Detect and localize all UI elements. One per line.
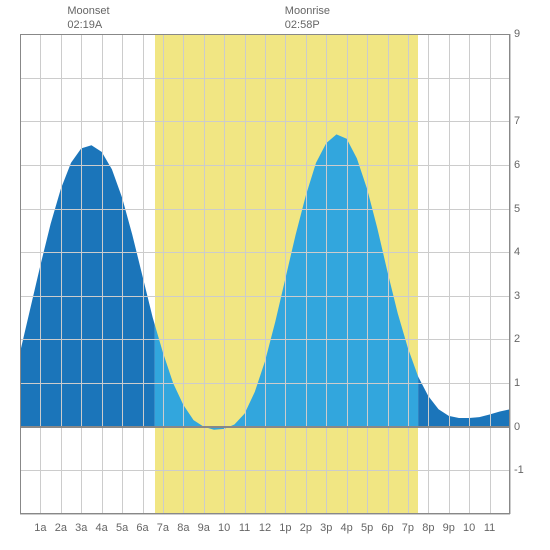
grid-line-v <box>61 34 62 514</box>
grid-line-v <box>367 34 368 514</box>
x-tick-label: 11 <box>239 522 250 534</box>
y-tick-label: 4 <box>514 246 538 258</box>
grid-line-v <box>449 34 450 514</box>
grid-line-v <box>245 34 246 514</box>
x-tick-label: 2p <box>300 522 312 534</box>
grid-line-v <box>490 34 491 514</box>
grid-line-v <box>122 34 123 514</box>
grid-line-v <box>224 34 225 514</box>
x-tick-label: 7a <box>157 522 169 534</box>
grid-line-v <box>469 34 470 514</box>
plot-border <box>509 34 510 514</box>
plot-border <box>20 513 510 514</box>
grid-line-h <box>20 514 510 515</box>
grid-line-v <box>183 34 184 514</box>
grid-line-v <box>306 34 307 514</box>
moonset-time: 02:19A <box>67 18 109 32</box>
moonset-title: Moonset <box>67 4 109 18</box>
grid-line-v <box>81 34 82 514</box>
tide-chart: -10123456791a2a3a4a5a6a7a8a9a1011121p2p3… <box>0 0 550 550</box>
x-tick-label: 6p <box>381 522 393 534</box>
moonrise-time: 02:58P <box>285 18 330 32</box>
y-tick-label: 0 <box>514 421 538 433</box>
x-tick-label: 10 <box>463 522 475 534</box>
y-tick-label: 5 <box>514 203 538 215</box>
x-tick-label: 2a <box>55 522 67 534</box>
y-tick-label: 2 <box>514 333 538 345</box>
grid-line-v <box>40 34 41 514</box>
x-tick-label: 5a <box>116 522 128 534</box>
y-tick-label: 1 <box>514 377 538 389</box>
y-tick-label: 6 <box>514 159 538 171</box>
plot-area: -10123456791a2a3a4a5a6a7a8a9a1011121p2p3… <box>20 34 510 514</box>
x-tick-label: 9a <box>198 522 210 534</box>
x-tick-label: 4a <box>96 522 108 534</box>
x-tick-label: 10 <box>218 522 230 534</box>
x-tick-label: 4p <box>341 522 353 534</box>
x-tick-label: 7p <box>402 522 414 534</box>
x-tick-label: 11 <box>484 522 495 534</box>
x-tick-label: 3p <box>320 522 332 534</box>
moonset-label: Moonset 02:19A <box>67 4 109 33</box>
plot-border <box>20 34 21 514</box>
grid-line-v <box>143 34 144 514</box>
y-tick-label: 3 <box>514 290 538 302</box>
grid-line-v <box>326 34 327 514</box>
moonrise-title: Moonrise <box>285 4 330 18</box>
x-tick-label: 8p <box>422 522 434 534</box>
grid-line-v <box>285 34 286 514</box>
grid-line-v <box>265 34 266 514</box>
y-tick-label: 9 <box>514 28 538 40</box>
x-tick-label: 3a <box>75 522 87 534</box>
x-tick-label: 5p <box>361 522 373 534</box>
x-tick-label: 8a <box>177 522 189 534</box>
grid-line-v <box>347 34 348 514</box>
grid-line-v <box>102 34 103 514</box>
x-tick-label: 1p <box>279 522 291 534</box>
x-tick-label: 6a <box>136 522 148 534</box>
x-tick-label: 12 <box>259 522 271 534</box>
x-tick-label: 1a <box>34 522 46 534</box>
grid-line-v <box>408 34 409 514</box>
y-tick-label: 7 <box>514 115 538 127</box>
grid-line-v <box>510 34 511 514</box>
moonrise-label: Moonrise 02:58P <box>285 4 330 33</box>
zero-line <box>20 426 510 428</box>
grid-line-v <box>204 34 205 514</box>
plot-border <box>20 34 510 35</box>
grid-line-v <box>428 34 429 514</box>
x-tick-label: 9p <box>443 522 455 534</box>
grid-line-v <box>163 34 164 514</box>
grid-line-v <box>388 34 389 514</box>
y-tick-label: -1 <box>514 464 538 476</box>
